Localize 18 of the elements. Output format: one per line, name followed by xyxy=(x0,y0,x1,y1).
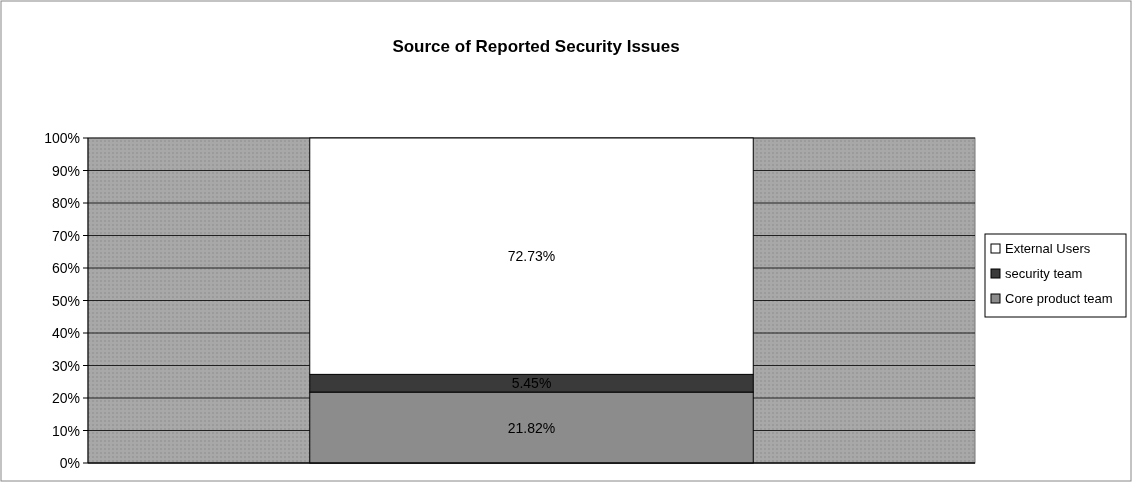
legend-label: External Users xyxy=(1005,241,1091,256)
data-label: 21.82% xyxy=(507,419,556,436)
data-label: 72.73% xyxy=(507,248,556,265)
y-tick-label: 0% xyxy=(59,455,80,471)
y-tick-label: 60% xyxy=(51,260,80,276)
data-label: 5.45% xyxy=(511,375,552,392)
y-tick-label: 20% xyxy=(51,390,80,406)
y-tick-label: 90% xyxy=(51,162,80,179)
y-tick-label: 70% xyxy=(51,227,80,244)
y-tick-label: 50% xyxy=(51,292,80,309)
y-tick-label: 30% xyxy=(51,357,80,374)
legend-label: security team xyxy=(1005,266,1083,281)
y-tick-label: 10% xyxy=(51,422,80,439)
y-tick-label: 100% xyxy=(44,130,80,146)
chart-title: Source of Reported Security Issues xyxy=(392,37,680,56)
y-tick-label: 80% xyxy=(51,195,80,211)
legend-label: Core product team xyxy=(1005,291,1113,306)
y-tick-label: 40% xyxy=(51,325,80,341)
